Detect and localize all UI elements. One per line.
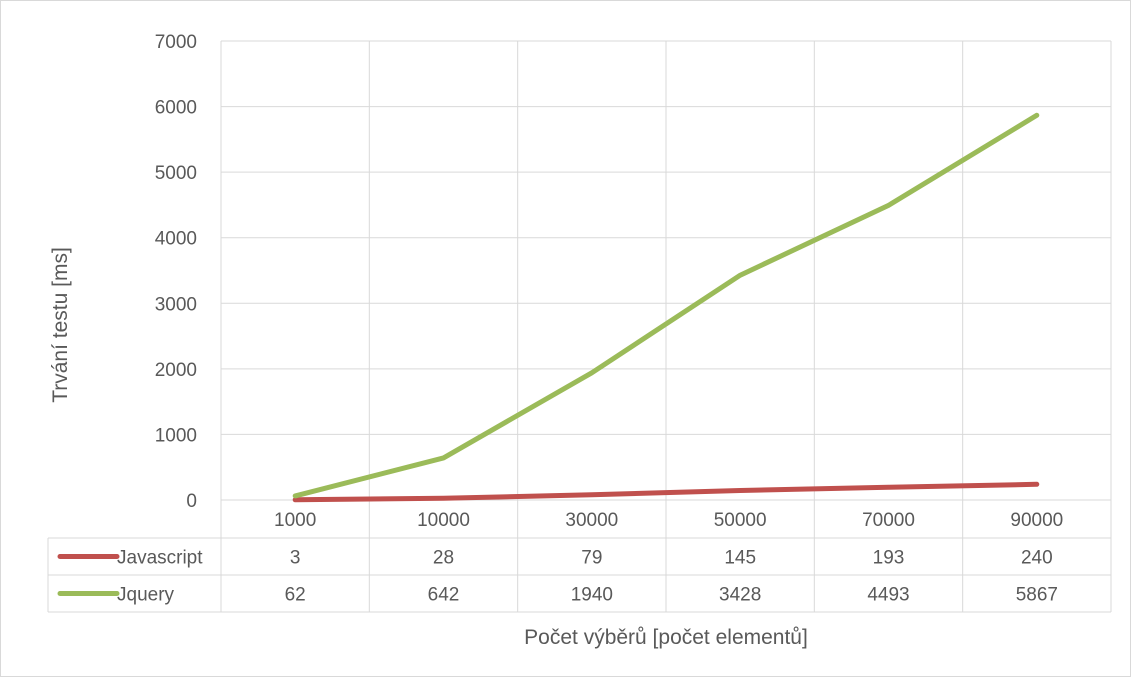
x-axis-title: Počet výběrů [počet elementů] [524, 626, 808, 649]
x-tick-label: 10000 [417, 510, 470, 531]
y-tick-label: 2000 [155, 360, 197, 381]
y-tick-label: 3000 [155, 294, 197, 315]
x-tick-label: 70000 [862, 510, 915, 531]
series-line-jquery [292, 112, 1040, 499]
table-cell-value: 145 [724, 548, 756, 569]
x-tick-label: 1000 [274, 510, 316, 531]
table-cell-value: 3 [290, 548, 301, 569]
legend-label: Jquery [117, 585, 175, 606]
table-cell-value: 79 [581, 548, 602, 569]
legend-label: Javascript [117, 548, 203, 569]
y-tick-label: 6000 [155, 98, 197, 119]
y-tick-label: 0 [186, 491, 197, 512]
table-cell-value: 3428 [719, 585, 761, 606]
table-cell-value: 62 [285, 585, 306, 606]
x-tick-label: 30000 [565, 510, 618, 531]
table-cell-value: 1940 [571, 585, 613, 606]
y-tick-label: 4000 [155, 229, 197, 250]
table-cell-value: 240 [1021, 548, 1053, 569]
y-tick-label: 7000 [155, 32, 197, 53]
table-cell-value: 5867 [1016, 585, 1058, 606]
y-tick-label: 5000 [155, 163, 197, 184]
y-axis-title: Trvání testu [ms] [49, 247, 72, 403]
table-cell-value: 4493 [867, 585, 909, 606]
table-cell-value: 193 [873, 548, 905, 569]
x-tick-label: 90000 [1010, 510, 1063, 531]
series-line-javascript [292, 481, 1040, 503]
x-tick-label: 50000 [714, 510, 767, 531]
table-cell-value: 642 [428, 585, 460, 606]
y-tick-label: 1000 [155, 425, 197, 446]
table-cell-value: 28 [433, 548, 454, 569]
